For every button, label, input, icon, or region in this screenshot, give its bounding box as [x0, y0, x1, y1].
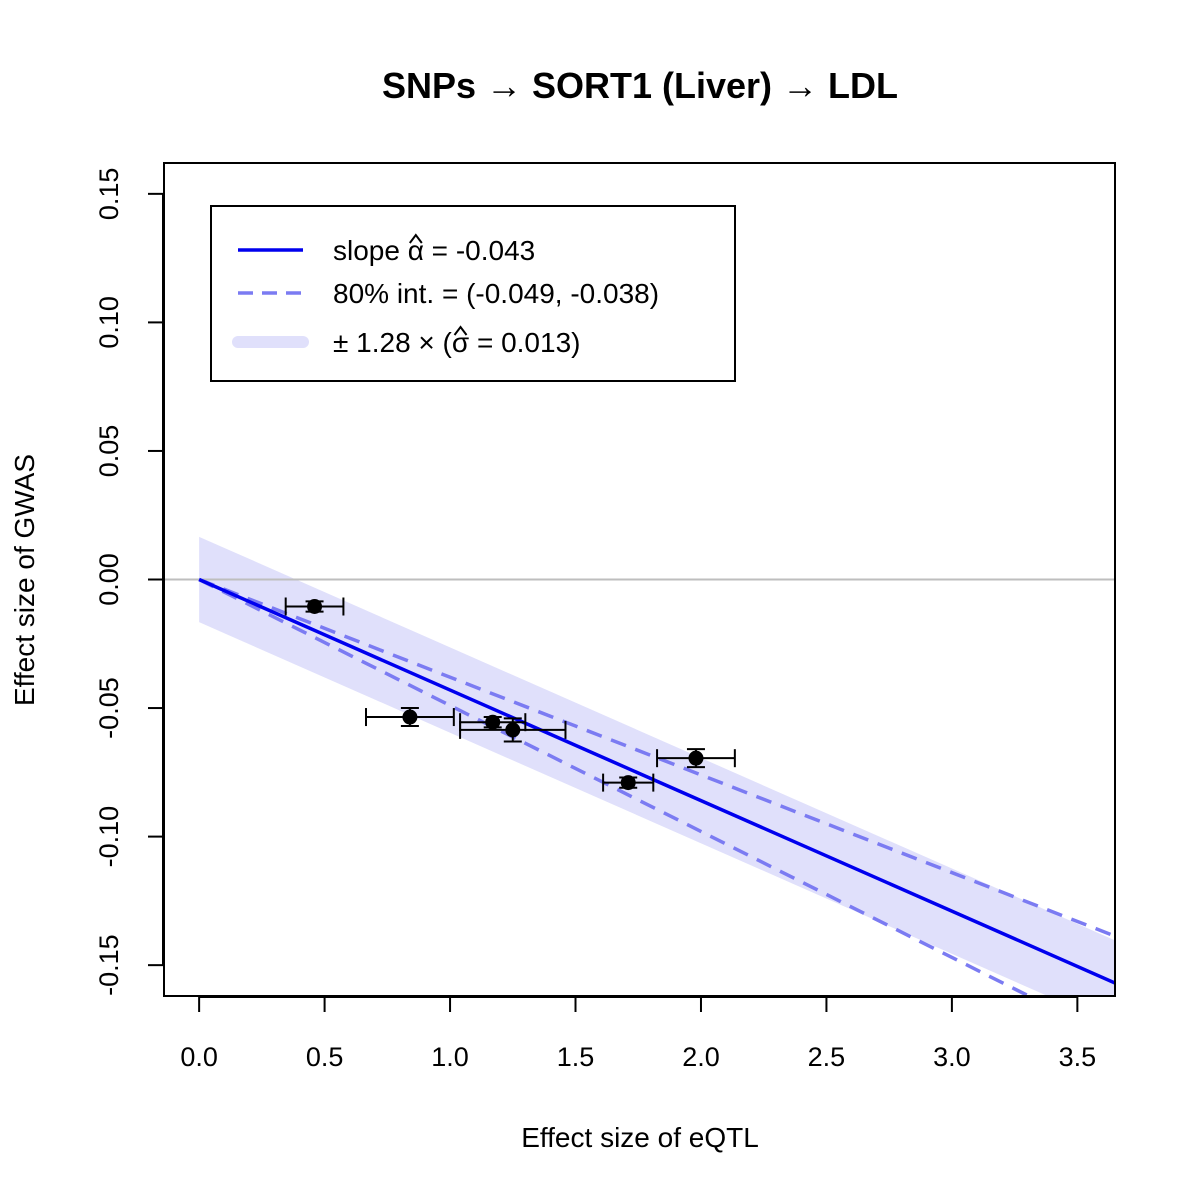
y-tick-label: -0.10 — [94, 806, 124, 868]
legend-label: 80% int. = (-0.049, -0.038) — [333, 278, 659, 309]
point-marker — [688, 750, 704, 766]
legend-label-text: slope — [333, 235, 408, 266]
y-axis-label: Effect size of GWAS — [9, 454, 40, 706]
data-point-4 — [459, 717, 567, 743]
legend-label: ± 1.28 × (σ = 0.013) — [333, 327, 580, 358]
interval-line-low — [198, 577, 1033, 996]
plot-inner — [164, 536, 1115, 996]
interval-line-high — [198, 577, 1115, 938]
x-tick-label: 2.5 — [808, 1042, 846, 1072]
y-tick-label: 0.15 — [94, 168, 124, 221]
y-tick-label: -0.05 — [94, 677, 124, 739]
legend-label-text: ± 1.28 × ( — [333, 327, 453, 358]
data-point-6 — [656, 748, 736, 769]
data-point-5 — [602, 773, 655, 792]
legend-label-symbol: σ — [452, 327, 469, 358]
legend-hat-accent — [409, 233, 423, 244]
legend: slope α = -0.043 80% int. = (-0.049, -0.0… — [210, 205, 736, 382]
point-marker — [505, 722, 521, 738]
point-marker — [307, 598, 323, 614]
x-tick-label: 1.5 — [557, 1042, 595, 1072]
legend-label: slope α = -0.043 — [333, 235, 535, 266]
legend-label-text: 80% int. = (-0.049, -0.038) — [333, 278, 659, 309]
y-tick-label: -0.15 — [94, 934, 124, 996]
point-marker — [620, 775, 636, 791]
point-marker — [402, 709, 418, 725]
x-tick-label: 0.5 — [306, 1042, 344, 1072]
x-axis-label: Effect size of eQTL — [521, 1122, 759, 1153]
x-tick-label: 3.0 — [933, 1042, 971, 1072]
data-point-1 — [284, 597, 345, 616]
legend-label-text: = -0.043 — [424, 235, 535, 266]
x-tick-label: 0.0 — [180, 1042, 218, 1072]
chart-title: SNPs → SORT1 (Liver) → LDL — [382, 65, 898, 106]
legend-label-symbol: α — [408, 235, 424, 266]
data-point-2 — [364, 707, 455, 728]
x-tick-label: 1.0 — [431, 1042, 469, 1072]
legend-label-text: = 0.013) — [469, 327, 580, 358]
point-marker — [485, 714, 501, 730]
y-tick-label: 0.00 — [94, 553, 124, 606]
x-tick-label: 3.5 — [1059, 1042, 1097, 1072]
x-tick-label: 2.0 — [682, 1042, 720, 1072]
fit-line — [198, 577, 1115, 985]
y-tick-label: 0.05 — [94, 425, 124, 478]
plot-area: 0.0 0.5 1.0 1.5 2.0 2.5 3.0 3.5 -0.15 -0.10 -0.05 0… — [94, 162, 1116, 1072]
legend-hat-accent — [453, 325, 468, 336]
y-tick-label: 0.10 — [94, 296, 124, 349]
